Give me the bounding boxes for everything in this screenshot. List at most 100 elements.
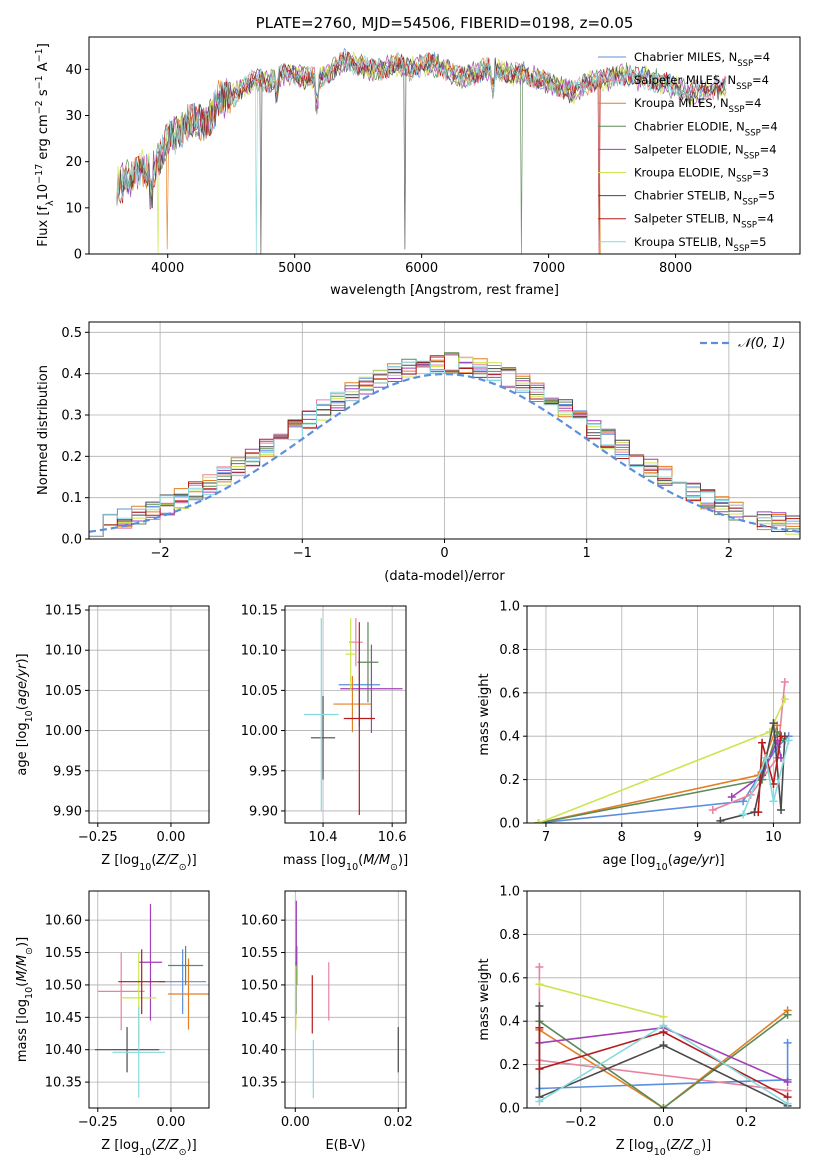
- error-bar-point: [333, 675, 372, 733]
- y-tick-label: 0.3: [61, 409, 82, 424]
- weight-line: [712, 681, 786, 811]
- y-tick-label: 0.4: [499, 730, 520, 745]
- y-tick-label: 10.10: [241, 644, 278, 659]
- error-bar-point: [310, 696, 336, 780]
- weight-marker: [535, 980, 544, 989]
- error-bar-point: [168, 946, 204, 985]
- x-tick-label: 8: [618, 830, 626, 845]
- legend-label: Chabrier MILES, NSSP=4: [634, 50, 770, 69]
- y-tick-label: 10.05: [45, 684, 82, 699]
- legend-text: Salpeter MILES, N: [634, 73, 736, 87]
- label-part: mass [log: [15, 999, 30, 1062]
- label-part: (: [151, 1138, 156, 1153]
- y-tick-label: 20: [65, 155, 82, 170]
- axes-7: [523, 890, 800, 1112]
- x-tick-label: 10: [765, 830, 782, 845]
- legend-text: Kroupa MILES, N: [634, 96, 729, 110]
- legend-text: =5: [749, 235, 766, 249]
- x-tick-label: 7: [542, 830, 550, 845]
- legend-text: Kroupa ELODIE, N: [634, 166, 736, 180]
- y-axis-label: Flux [fλ10−17 erg cm−2 s−1 A−1]: [34, 43, 56, 247]
- x-tick-label: 2: [725, 546, 733, 561]
- legend-text: =5: [758, 189, 775, 203]
- weight-line: [539, 983, 664, 1018]
- legend-sub: SSP: [736, 175, 752, 185]
- error-bar-point: [162, 622, 209, 718]
- axes-frame: [284, 605, 407, 824]
- x-tick-label: −0.25: [78, 1115, 118, 1130]
- label-part: )]: [701, 1138, 711, 1153]
- label-part: age [log: [602, 853, 655, 868]
- legend-text: Kroupa STELIB, N: [634, 235, 734, 249]
- label-part: Z/Z: [155, 1138, 179, 1153]
- legend-text: =3: [752, 166, 769, 180]
- error-bars: [295, 900, 399, 1099]
- y-tick-label: 0.2: [499, 1058, 520, 1073]
- spectrum-line: [116, 51, 727, 254]
- label-part: Z [log: [101, 853, 139, 868]
- x-axis-label: (data-model)/error: [384, 569, 505, 584]
- label-part: M/M: [15, 955, 30, 982]
- weight-marker: [708, 805, 717, 814]
- legend-label: Salpeter MILES, NSSP=4: [634, 73, 769, 92]
- x-tick-label: 5000: [278, 261, 311, 276]
- label-part: age/yr: [15, 662, 30, 705]
- weight-marker: [535, 1064, 544, 1073]
- label-part: −1: [34, 48, 45, 62]
- legend-sub: SSP: [745, 128, 761, 138]
- y-tick-label: 9.95: [249, 764, 278, 779]
- x-tick-label: −0.2: [565, 1115, 597, 1130]
- y-tick-label: 10.35: [45, 1076, 82, 1091]
- label-part: ⊙: [179, 1147, 187, 1158]
- label-part: (: [358, 853, 363, 868]
- y-tick-label: 0.0: [61, 533, 82, 548]
- y-tick-label: 40: [65, 63, 82, 78]
- y-tick-label: 10.10: [45, 644, 82, 659]
- weight-marker: [659, 1021, 668, 1030]
- y-tick-label: 0.5: [61, 326, 82, 341]
- legend-label: Kroupa ELODIE, NSSP=3: [634, 166, 769, 185]
- y-tick-label: 10: [65, 201, 82, 216]
- x-tick-label: 7000: [532, 261, 565, 276]
- y-axis-label: mass weight: [477, 673, 492, 755]
- x-tick-label: 4000: [151, 261, 184, 276]
- spectrum-line: [116, 53, 726, 254]
- x-tick-label: 10.6: [378, 830, 407, 845]
- weight-marker: [739, 810, 748, 819]
- y-tick-label: 10.40: [241, 1043, 278, 1058]
- x-tick-label: −2: [151, 546, 170, 561]
- label-part: )]: [15, 937, 30, 947]
- y-axis-label: Normed distribution: [36, 365, 51, 495]
- x-tick-label: 0.00: [156, 830, 185, 845]
- error-bar-point: [304, 618, 339, 811]
- y-tick-label: 10.50: [45, 978, 82, 993]
- label-part: ⊙: [24, 947, 35, 955]
- error-bar-point: [118, 618, 141, 690]
- x-tick-label: 0.2: [736, 1115, 757, 1130]
- weight-marker: [777, 732, 786, 741]
- legend-sub: SSP: [741, 221, 757, 231]
- y-tick-label: 0.1: [61, 491, 82, 506]
- x-tick-label: 6000: [405, 261, 438, 276]
- legend-label: Salpeter ELODIE, NSSP=4: [634, 142, 777, 161]
- y-axis-label: mass weight: [477, 958, 492, 1040]
- legend-text: Chabrier STELIB, N: [634, 189, 742, 203]
- error-bar-point: [94, 1027, 160, 1073]
- y-tick-label: 10.00: [241, 724, 278, 739]
- y-tick-label: 10.15: [241, 604, 278, 619]
- legend-sub: SSP: [729, 105, 745, 115]
- y-tick-label: 10.05: [241, 684, 278, 699]
- label-part: −1: [34, 75, 45, 89]
- axes-3: [281, 606, 406, 827]
- y-tick-label: 1.0: [499, 600, 520, 615]
- label-part: Z [log: [616, 1138, 654, 1153]
- legend-text: =4: [757, 212, 774, 226]
- y-axis-label: mass [log10(M/M⊙)]: [15, 937, 35, 1062]
- legend-sub: SSP: [742, 198, 758, 208]
- error-bar-point: [114, 622, 164, 815]
- error-bar-point: [343, 622, 375, 815]
- weight-marker: [754, 808, 763, 817]
- y-tick-label: 10.40: [45, 1043, 82, 1058]
- error-bar-point: [109, 626, 162, 803]
- weight-marker: [758, 738, 767, 747]
